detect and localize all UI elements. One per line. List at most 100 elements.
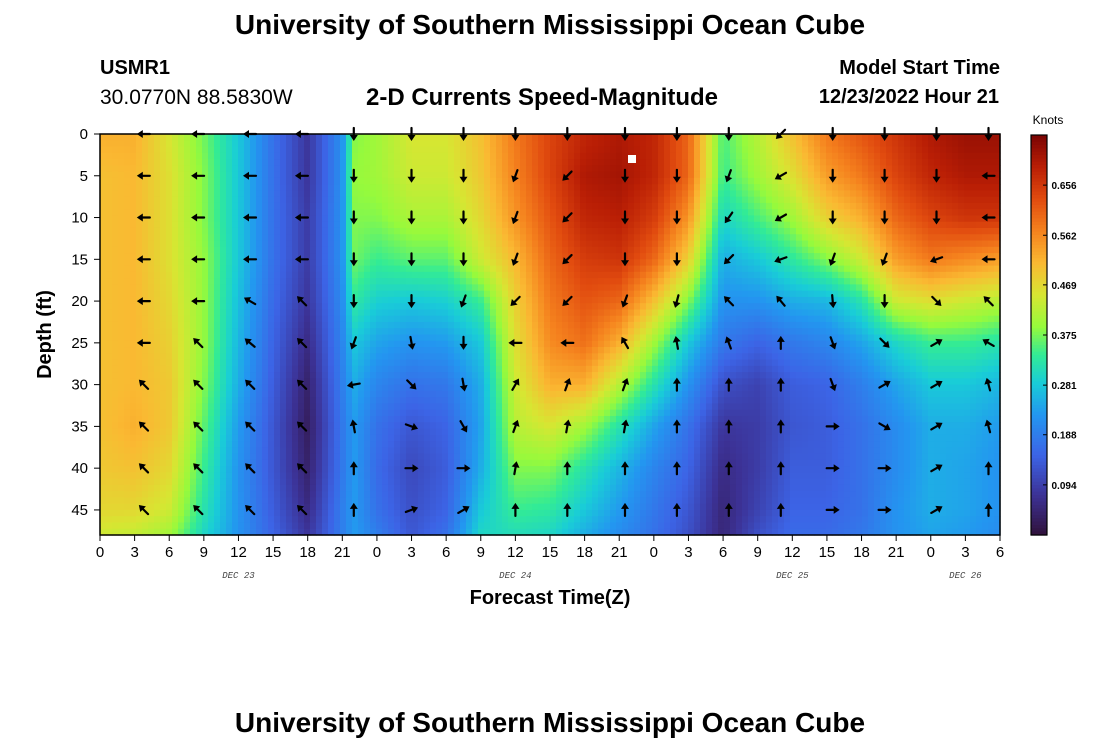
heatmap-cell — [436, 140, 443, 148]
heatmap-cell — [136, 152, 143, 160]
heatmap-cell — [448, 253, 455, 260]
heatmap-cell — [442, 271, 449, 279]
heatmap-cell — [394, 528, 401, 536]
heatmap-cell — [382, 403, 389, 411]
heatmap-cell — [214, 271, 221, 279]
heatmap-cell — [352, 434, 359, 442]
heatmap-cell — [358, 315, 365, 323]
heatmap-cell — [304, 509, 311, 517]
heatmap-cell — [124, 140, 131, 148]
heatmap-cell — [130, 196, 137, 204]
heatmap-cell — [100, 365, 107, 373]
heatmap-cell — [514, 403, 521, 411]
heatmap-cell — [544, 215, 551, 223]
heatmap-cell — [238, 359, 245, 367]
heatmap-cell — [508, 390, 515, 398]
heatmap-cell — [358, 240, 365, 248]
heatmap-cell — [280, 290, 287, 298]
heatmap-cell — [334, 146, 341, 154]
heatmap-cell — [298, 459, 305, 467]
heatmap-cell — [136, 184, 143, 191]
heatmap-cell — [394, 466, 401, 473]
heatmap-cell — [250, 447, 257, 455]
heatmap-cell — [340, 447, 347, 455]
heatmap-cell — [490, 159, 497, 166]
heatmap-cell — [496, 497, 503, 505]
heatmap-cell — [514, 303, 521, 311]
heatmap-cell — [370, 202, 377, 210]
heatmap-cell — [394, 453, 401, 461]
heatmap-cell — [244, 240, 251, 248]
heatmap-cell — [412, 290, 419, 298]
heatmap-cell — [292, 221, 299, 229]
heatmap-cell — [226, 303, 233, 311]
heatmap-cell — [268, 453, 275, 461]
heatmap-cell — [190, 278, 197, 285]
heatmap-cell — [406, 390, 413, 398]
heatmap-cell — [472, 428, 479, 436]
heatmap-cell — [466, 290, 473, 298]
heatmap-cell — [364, 478, 371, 486]
heatmap-cell — [466, 334, 473, 342]
heatmap-cell — [352, 253, 359, 260]
heatmap-cell — [346, 215, 353, 223]
heatmap-cell — [514, 234, 521, 242]
heatmap-cell — [166, 328, 173, 336]
heatmap-cell — [484, 209, 491, 217]
heatmap-cell — [436, 290, 443, 298]
heatmap-cell — [520, 171, 527, 179]
heatmap-cell — [232, 434, 239, 442]
heatmap-cell — [262, 140, 269, 148]
heatmap-cell — [328, 134, 335, 141]
heatmap-cell — [322, 303, 329, 311]
heatmap-cell — [526, 309, 533, 317]
heatmap-cell — [406, 522, 413, 530]
heatmap-cell — [160, 528, 167, 536]
heatmap-cell — [544, 459, 551, 467]
heatmap-cell — [436, 171, 443, 179]
heatmap-cell — [226, 403, 233, 411]
heatmap-cell — [226, 259, 233, 267]
heatmap-cell — [382, 253, 389, 260]
heatmap-cell — [364, 284, 371, 292]
heatmap-cell — [274, 466, 281, 473]
heatmap-cell — [382, 278, 389, 285]
heatmap-cell — [520, 315, 527, 323]
heatmap-cell — [376, 415, 383, 423]
heatmap-cell — [472, 378, 479, 386]
heatmap-cell — [196, 303, 203, 311]
heatmap-cell — [394, 271, 401, 279]
heatmap-cell — [436, 403, 443, 411]
heatmap-cell — [250, 522, 257, 530]
heatmap-cell — [394, 334, 401, 342]
heatmap-cell — [256, 240, 263, 248]
heatmap-cell — [334, 234, 341, 242]
heatmap-cell — [334, 509, 341, 517]
heatmap-cell — [316, 321, 323, 329]
heatmap-cell — [532, 516, 539, 524]
heatmap-cell — [106, 184, 113, 191]
heatmap-cell — [382, 234, 389, 242]
heatmap-cell — [322, 171, 329, 179]
heatmap-cell — [100, 190, 107, 198]
heatmap-cell — [532, 202, 539, 210]
heatmap-cell — [238, 441, 245, 448]
heatmap-cell — [394, 447, 401, 455]
heatmap-cell — [364, 221, 371, 229]
heatmap-cell — [484, 152, 491, 160]
heatmap-cell — [334, 215, 341, 223]
heatmap-cell — [256, 378, 263, 386]
heatmap-cell — [184, 359, 191, 367]
heatmap-cell — [106, 409, 113, 417]
heatmap-cell — [214, 434, 221, 442]
heatmap-cell — [226, 340, 233, 348]
heatmap-cell — [442, 378, 449, 386]
heatmap-cell — [250, 184, 257, 191]
heatmap-cell — [412, 484, 419, 492]
heatmap-cell — [454, 152, 461, 160]
heatmap-cell — [520, 397, 527, 405]
heatmap-cell — [178, 353, 185, 361]
heatmap-cell — [388, 309, 395, 317]
heatmap-cell — [370, 152, 377, 160]
heatmap-cell — [508, 415, 515, 423]
